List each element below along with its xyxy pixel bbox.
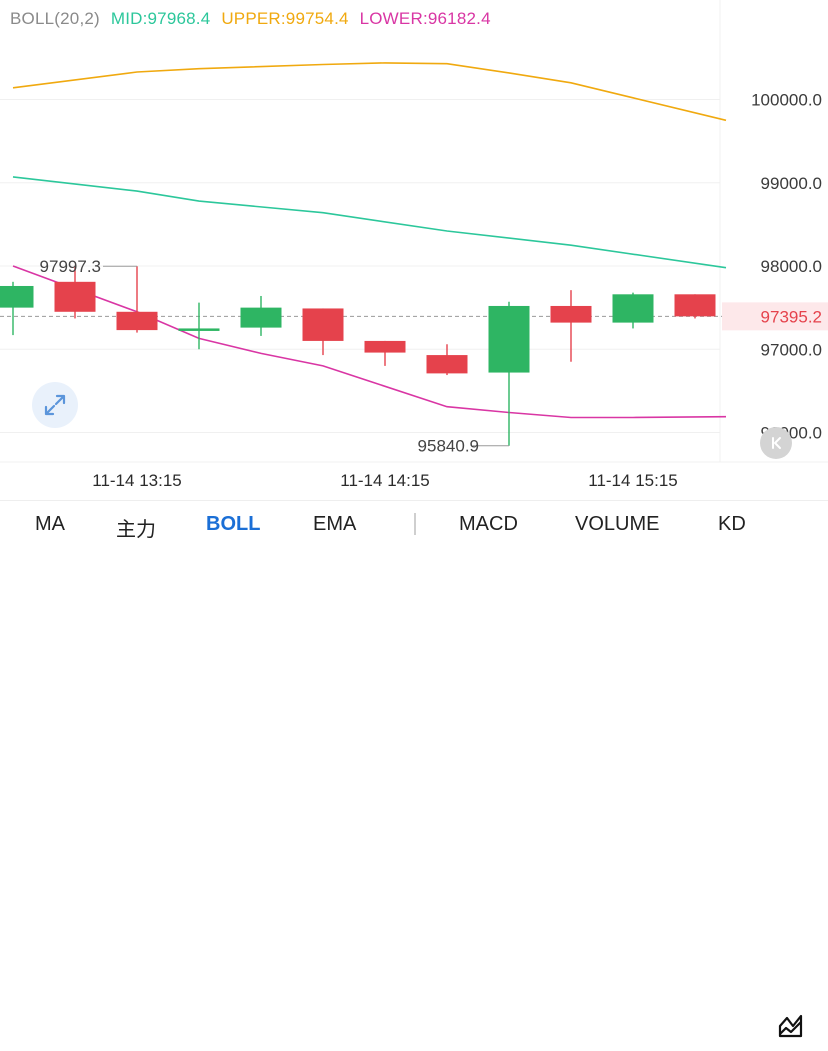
indicator-header: BOLL(20,2) MID:97968.4 UPPER:99754.4 LOW… <box>10 9 497 29</box>
y-axis-tick-label: 97000.0 <box>761 340 822 359</box>
expand-button[interactable] <box>32 382 78 428</box>
lower-value: LOWER:96182.4 <box>359 9 491 28</box>
y-axis-tick-label: 100000.0 <box>751 91 822 110</box>
x-axis-tick-label: 11-14 15:15 <box>588 471 677 490</box>
tab-volume[interactable]: VOLUME <box>575 513 660 535</box>
candle-down-body <box>116 311 158 331</box>
x-axis-tick-label: 11-14 13:15 <box>92 471 181 490</box>
indicator-name: BOLL(20,2) <box>10 9 100 28</box>
tab-divider <box>414 513 416 535</box>
candle-up-body <box>488 305 530 373</box>
indicator-tab-bar: MA 主力 BOLL EMA MACD VOLUME KD <box>0 500 828 1051</box>
current-price-label: 97395.2 <box>761 307 822 326</box>
scroll-to-latest-icon <box>772 437 781 449</box>
candle-down-body <box>302 308 344 341</box>
candle-down-body <box>426 355 468 374</box>
y-axis-tick-label: 99000.0 <box>761 174 822 193</box>
expand-arrows-icon <box>44 394 66 416</box>
tab-kd[interactable]: KD <box>718 513 746 535</box>
y-axis-tick-label: 98000.0 <box>761 257 822 276</box>
low-price-annotation: 95840.9 <box>418 437 479 456</box>
x-axis-tick-label: 11-14 14:15 <box>340 471 429 490</box>
tab-boll[interactable]: BOLL <box>206 513 261 535</box>
candle-up-body <box>240 307 282 328</box>
price-chart[interactable]: 100000.099000.098000.097000.096000.09739… <box>0 0 828 500</box>
upper-value: UPPER:99754.4 <box>221 9 349 28</box>
candle-up-body <box>178 328 220 331</box>
candle-down-body <box>54 281 96 312</box>
candle-down-body <box>674 294 716 317</box>
boll-mid-line <box>12 176 727 269</box>
current-price-label-bg <box>722 302 828 331</box>
mid-value: MID:97968.4 <box>110 9 211 28</box>
tab-ma[interactable]: MA <box>35 513 65 535</box>
high-price-annotation: 97997.3 <box>40 257 101 276</box>
candle-up-body <box>612 294 654 323</box>
boll-lower-line <box>12 265 727 419</box>
tab-ema[interactable]: EMA <box>313 513 357 535</box>
tab-main-force[interactable]: 主力 <box>116 519 156 541</box>
boll-upper-line <box>12 62 727 122</box>
tab-macd[interactable]: MACD <box>459 513 518 535</box>
line-chart-icon[interactable] <box>776 1010 806 1040</box>
candle-down-body <box>364 340 406 353</box>
scroll-to-latest-button[interactable] <box>760 427 792 459</box>
candle-down-body <box>550 305 592 323</box>
candle-up-body <box>0 285 34 308</box>
